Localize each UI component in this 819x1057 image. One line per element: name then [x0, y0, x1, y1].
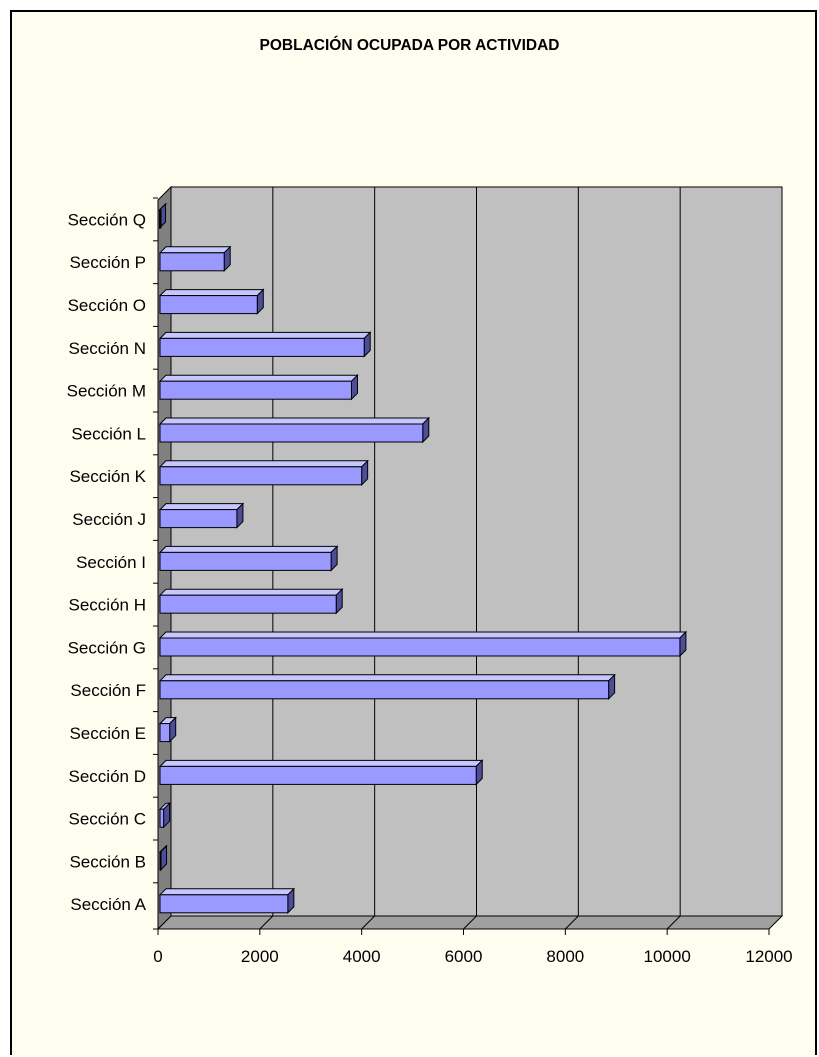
- bar: [158, 545, 339, 572]
- bar: [158, 801, 171, 829]
- bar-front: [159, 423, 424, 443]
- category-label: Sección M: [67, 382, 146, 401]
- axes-group: Sección A Sección B Sección C Sección D Secc…: [67, 197, 793, 966]
- bar: [158, 416, 430, 444]
- x-tick-label: 4000: [343, 947, 381, 966]
- bar-top: [158, 674, 616, 682]
- bar-front: [159, 723, 171, 743]
- x-tick-label: 12000: [745, 947, 792, 966]
- bar-top: [158, 503, 245, 511]
- category-label: Sección J: [72, 510, 146, 529]
- gridline-floor: [666, 915, 681, 930]
- bar: [158, 587, 344, 615]
- bar: [158, 202, 168, 230]
- x-tick-label: 2000: [241, 947, 279, 966]
- bar-top: [158, 289, 265, 297]
- bar: [158, 331, 372, 358]
- bar-front: [159, 594, 337, 614]
- bar: [158, 502, 245, 529]
- category-label: Sección A: [70, 895, 146, 914]
- bar-front: [159, 551, 332, 571]
- category-label: Sección H: [69, 596, 146, 615]
- bar-front: [159, 466, 363, 486]
- bar-front: [159, 808, 165, 828]
- bar-front: [159, 851, 162, 871]
- x-tick-label: 6000: [445, 947, 483, 966]
- bar-front: [159, 380, 352, 400]
- bar-top: [158, 588, 344, 596]
- bar: [158, 673, 616, 701]
- bar-top: [158, 888, 296, 896]
- category-label: Sección Q: [68, 210, 146, 229]
- category-label: Sección B: [69, 852, 146, 871]
- bar-top: [158, 417, 430, 425]
- gridline-floor: [463, 915, 477, 930]
- bar-top: [158, 545, 339, 553]
- bar-top: [158, 631, 688, 639]
- bar-top: [158, 374, 359, 382]
- category-label: Sección F: [70, 681, 146, 700]
- bar: [158, 887, 296, 915]
- bar: [158, 459, 369, 487]
- x-tick-label: 0: [153, 947, 162, 966]
- bar-front: [159, 337, 365, 357]
- bar: [158, 630, 688, 658]
- bar-front: [159, 765, 477, 785]
- bar-front: [159, 637, 681, 657]
- bar: [158, 716, 177, 743]
- bar: [158, 245, 232, 273]
- bar: [158, 288, 265, 315]
- bar: [158, 373, 359, 401]
- plot-area: [156, 185, 784, 931]
- chart-title: POBLACIÓN OCUPADA POR ACTIVIDAD: [259, 37, 560, 54]
- bar-front: [159, 252, 225, 272]
- category-label: Sección L: [71, 424, 146, 443]
- category-label: Sección O: [68, 296, 146, 315]
- gridline-floor: [564, 915, 579, 930]
- category-label: Sección C: [69, 810, 146, 829]
- bar-top: [158, 331, 372, 339]
- x-tick-label: 10000: [644, 947, 691, 966]
- category-label: Sección D: [69, 767, 146, 786]
- gridline-floor: [361, 915, 376, 930]
- bar-front: [159, 894, 289, 914]
- gridline-floor: [259, 915, 274, 930]
- category-label: Sección N: [69, 339, 146, 358]
- bar: [158, 844, 168, 872]
- bar-top: [158, 460, 369, 468]
- category-label: Sección E: [69, 724, 146, 743]
- bar-top: [158, 759, 484, 767]
- bar-front: [159, 209, 162, 229]
- category-label: Sección I: [76, 553, 146, 572]
- x-tick-label: 8000: [546, 947, 584, 966]
- category-label: Sección G: [68, 638, 146, 657]
- bar-front: [159, 680, 610, 700]
- category-label: Sección P: [69, 253, 146, 272]
- bar-front: [159, 509, 238, 529]
- bar-top: [158, 246, 232, 254]
- bar-front: [159, 295, 258, 315]
- category-label: Sección K: [69, 467, 146, 486]
- bars-group: [158, 202, 688, 915]
- bar: [158, 759, 484, 786]
